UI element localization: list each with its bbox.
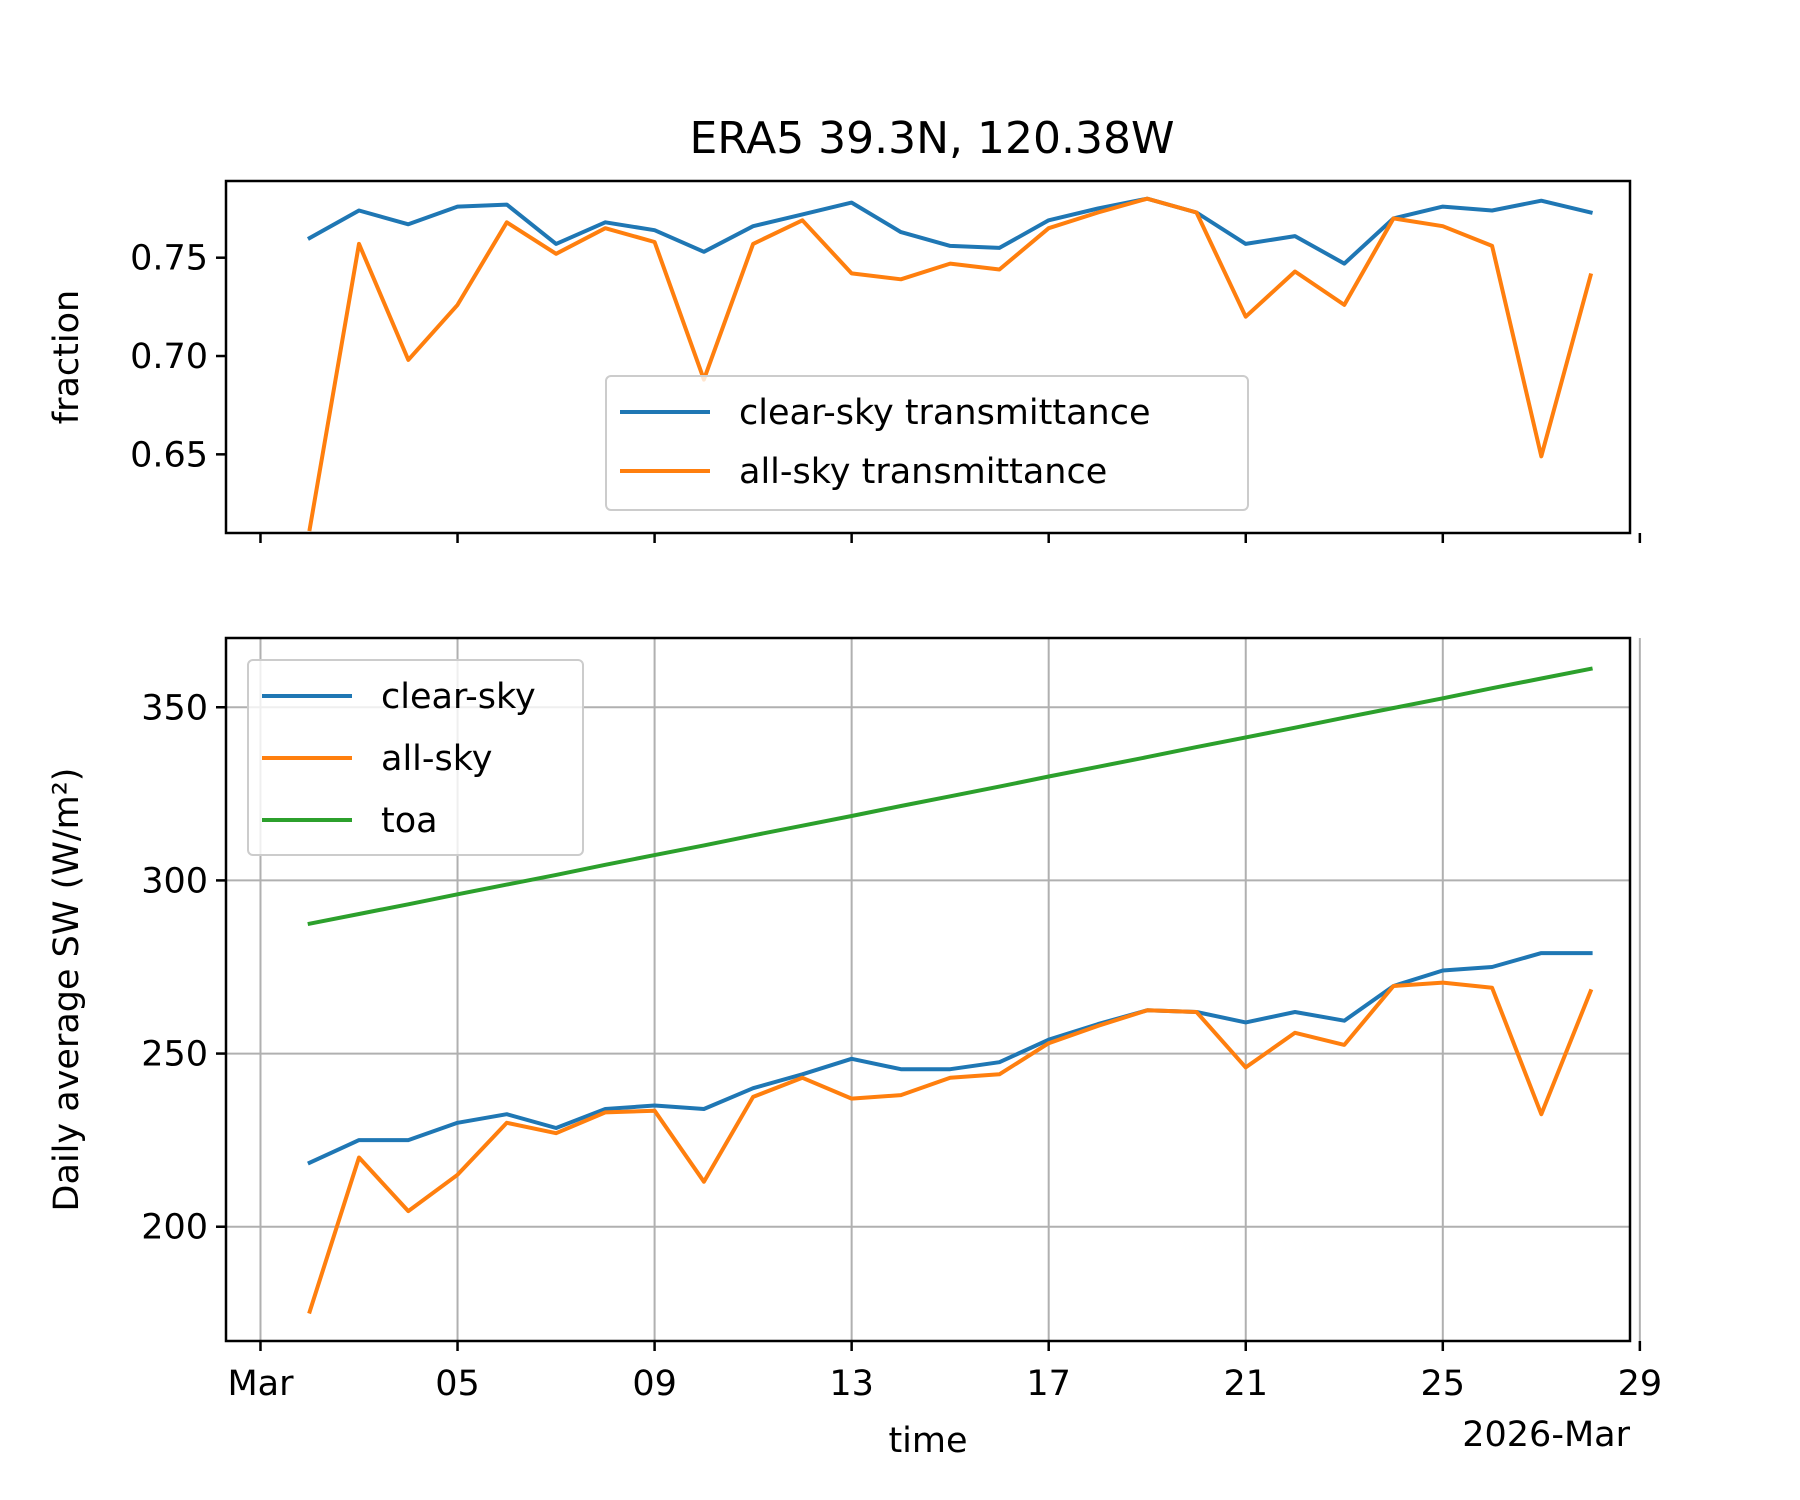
y-axis-label: Daily average SW (W/m²) (47, 768, 87, 1212)
y-tick-label: 250 (141, 1035, 208, 1075)
series-line-clear-sky-transmittance (306, 196, 1594, 266)
bottom-panel: 200 250 300 350 Mar 05 09 13 17 21 25 29 2026-Mar tim… (47, 636, 1663, 1461)
legend-label: clear-sky transmittance (739, 393, 1150, 433)
x-tick-label: 21 (1223, 1364, 1268, 1404)
series-line-all-sky (307, 980, 1594, 1315)
y-tick-label: 0.70 (130, 337, 208, 377)
y-tick-label: 0.65 (130, 435, 208, 475)
top-panel: 0.65 0.70 0.75 fraction clear-sky transmitta… (47, 179, 1642, 543)
legend-label: all-sky (381, 739, 493, 779)
y-axis-label: fraction (47, 290, 87, 424)
y-tick-label: 0.75 (130, 239, 208, 279)
axes-frame (224, 636, 1632, 1343)
x-axis-label: time (888, 1421, 967, 1461)
legend: clear-sky transmittance all-sky transmitt… (605, 375, 1249, 511)
y-tick-label: 200 (141, 1208, 208, 1248)
x-tick-label: 25 (1421, 1364, 1466, 1404)
series-line-toa (307, 666, 1593, 927)
legend-box (247, 659, 584, 856)
x-tick-label: 05 (435, 1364, 480, 1404)
x-tick-label: Mar (227, 1364, 294, 1404)
x-offset-label: 2026-Mar (1462, 1415, 1630, 1455)
legend-label: all-sky transmittance (739, 452, 1107, 492)
legend-label: toa (381, 801, 438, 841)
figure-title: ERA5 39.3N, 120.38W (690, 113, 1175, 164)
series-line-clear-sky (307, 951, 1593, 1166)
series-line-all-sky-transmittance (307, 196, 1594, 532)
x-tick-label: 09 (632, 1364, 677, 1404)
y-tick-label: 300 (141, 861, 208, 901)
x-tick-label: 13 (829, 1364, 874, 1404)
x-tick-label: 17 (1026, 1364, 1071, 1404)
legend-label: clear-sky (381, 677, 536, 717)
x-tick-label: 29 (1618, 1364, 1663, 1404)
legend: clear-sky all-sky toa (247, 659, 584, 856)
y-tick-label: 350 (141, 688, 208, 728)
legend-box (605, 375, 1249, 511)
